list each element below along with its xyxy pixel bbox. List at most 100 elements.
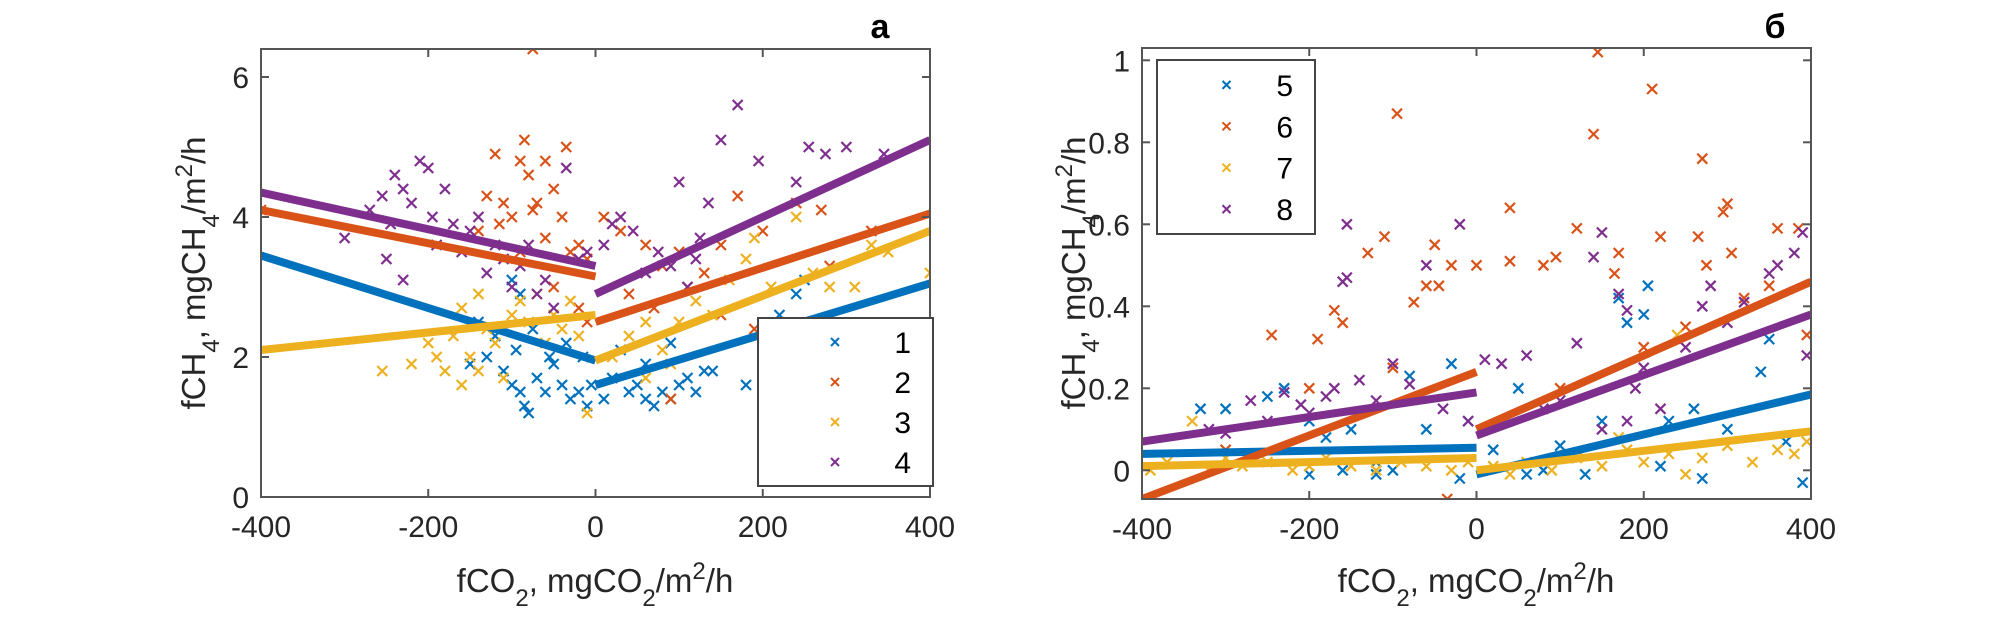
data-point [1387,357,1399,370]
data-point [1646,83,1658,95]
data-point [489,337,501,349]
data-point [664,393,677,405]
data-point [1550,251,1562,263]
data-point [1612,288,1625,300]
legend-label-2: 2 [894,367,911,400]
fit-line-3-negative [261,311,596,354]
data-point [547,183,560,195]
data-point [481,351,493,363]
scatter-series-6 [1219,48,1811,499]
data-point [698,365,710,377]
data-point [376,190,389,202]
data-point [1621,304,1633,317]
data-point [556,211,568,223]
axis-title-part: /h [175,137,212,165]
data-point [1679,341,1692,354]
data-point [497,197,510,209]
data-point [1512,382,1525,395]
data-point [1420,280,1433,292]
axis-title-part: 2 [1051,164,1078,177]
legend-marker-4 [830,457,840,467]
legend: 1 2 3 4 [757,317,934,487]
data-point [1596,226,1608,239]
fit-line-7-negative [1142,454,1477,471]
y-tick-label: 0 [1113,455,1130,488]
data-point [656,344,669,356]
data-point [1596,423,1608,436]
data-point [472,288,485,300]
axis-title-part: , mgCH [1055,227,1092,339]
data-point [581,407,593,419]
data-point [527,49,539,55]
data-point [731,190,744,202]
data-point [702,197,715,209]
data-point [1771,222,1784,235]
data-point [397,183,409,195]
data-point [1763,280,1775,292]
data-point [1387,362,1399,374]
data-point [815,204,828,216]
axis-title-part: /m [656,562,693,599]
legend-box [1156,59,1316,235]
fit-line-8-negative [1142,388,1478,446]
data-point [1545,464,1558,477]
axis-title-part: 2 [1573,558,1586,585]
axis-title-part: /m [1055,177,1092,214]
data-point [581,246,593,258]
fit-line-4-positive [593,136,930,298]
data-point [790,288,802,300]
data-point [1679,468,1692,481]
data-point [1700,259,1713,272]
data-point [706,365,719,377]
legend-marker-7 [1221,163,1232,173]
data-point [439,183,451,195]
fit-line-3-positive [594,227,930,365]
x-axis-title: fCO2, mgCO2/m2/h [457,558,734,612]
data-point [1587,128,1600,140]
axis-title-part: 2 [171,164,198,177]
fit-line-5-negative [1142,443,1477,458]
data-point [1420,259,1433,272]
fit-line-1-negative [261,251,597,365]
data-point [1692,230,1704,243]
data-point [1341,218,1353,231]
data-point [790,176,802,188]
scatter-series-8 [1203,218,1811,440]
data-point [1336,316,1349,329]
panel-label: а [871,8,891,46]
legend-label-6: 6 [1276,111,1293,144]
data-point [1738,292,1750,304]
data-point [652,246,664,258]
data-point [1341,271,1353,284]
data-point [531,372,543,384]
data-point [673,176,685,188]
axis-title-part: /m [175,177,212,214]
axis-title-part: /h [706,562,734,599]
data-point [1286,464,1299,477]
data-point [547,302,560,314]
data-point [1637,456,1650,468]
plot-area [261,49,930,419]
data-point [1311,333,1324,345]
data-point [639,316,652,328]
fit-line-8-positive [1475,310,1811,440]
data-point [623,330,635,342]
axis-title-part: 2 [1523,585,1536,612]
data-point [1278,382,1290,395]
data-point [819,148,832,160]
data-point [481,267,493,279]
data-point [1186,415,1198,427]
data-point [1629,382,1642,395]
panel-label: б [1764,8,1785,46]
data-point [1654,403,1667,415]
data-point [1437,403,1449,415]
data-point [1571,222,1583,235]
y-tick-label: 0.2 [1088,373,1130,406]
x-tick-label: 200 [738,511,788,544]
axis-title-part: 4 [198,214,225,227]
data-point [1612,247,1625,259]
y-tick-label: 4 [232,202,249,235]
data-point [1520,468,1533,481]
x-tick-label: 200 [1619,513,1669,546]
legend-box [757,317,934,487]
